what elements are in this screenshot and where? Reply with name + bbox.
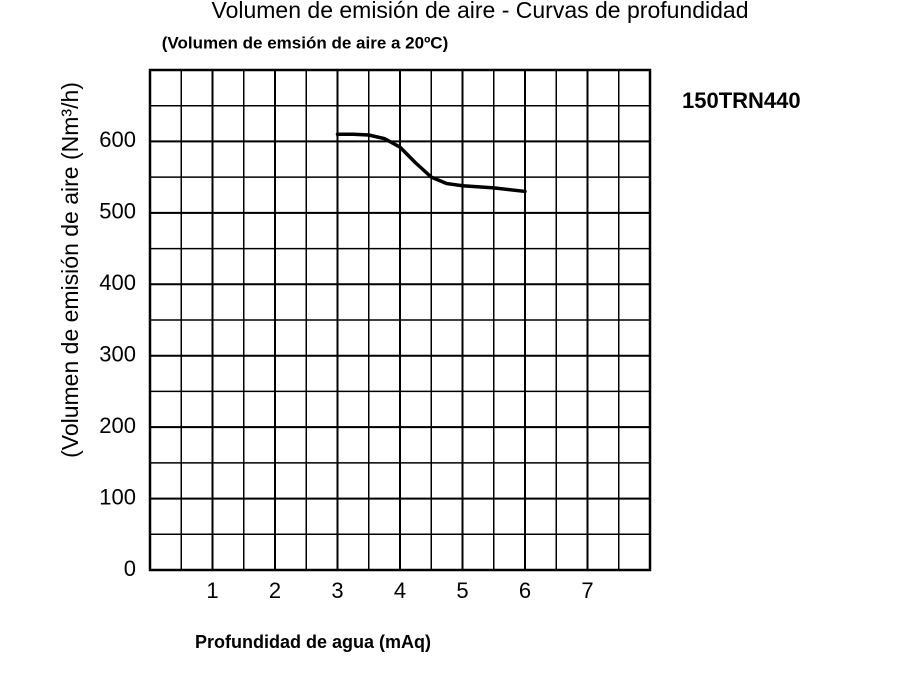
y-tick-label: 100 bbox=[99, 484, 136, 509]
y-axis-label: (Volumen de emisión de aire (Nm³/h) bbox=[57, 82, 83, 458]
y-tick-label: 300 bbox=[99, 342, 136, 367]
chart-title: Volumen de emisión de aire - Curvas de p… bbox=[212, 0, 749, 23]
data-line bbox=[335, 132, 527, 194]
y-tick-label: 0 bbox=[124, 556, 136, 581]
x-tick-label: 5 bbox=[456, 578, 468, 603]
x-axis-label: Profundidad de agua (mAq) bbox=[195, 632, 431, 652]
x-tick-label: 6 bbox=[519, 578, 531, 603]
x-tick-label: 7 bbox=[581, 578, 593, 603]
legend-entry: 150TRN440 bbox=[682, 88, 801, 113]
y-tick-label: 200 bbox=[99, 413, 136, 438]
y-tick-label: 500 bbox=[99, 199, 136, 224]
y-tick-label: 400 bbox=[99, 270, 136, 295]
x-tick-label: 4 bbox=[394, 578, 406, 603]
chart-subtitle: (Volumen de emsión de aire a 20ºC) bbox=[162, 33, 448, 52]
x-tick-label: 1 bbox=[206, 578, 218, 603]
y-tick-label: 600 bbox=[99, 127, 136, 152]
plot-frame bbox=[148, 68, 652, 572]
x-tick-label: 2 bbox=[269, 578, 281, 603]
x-tick-label: 3 bbox=[331, 578, 343, 603]
